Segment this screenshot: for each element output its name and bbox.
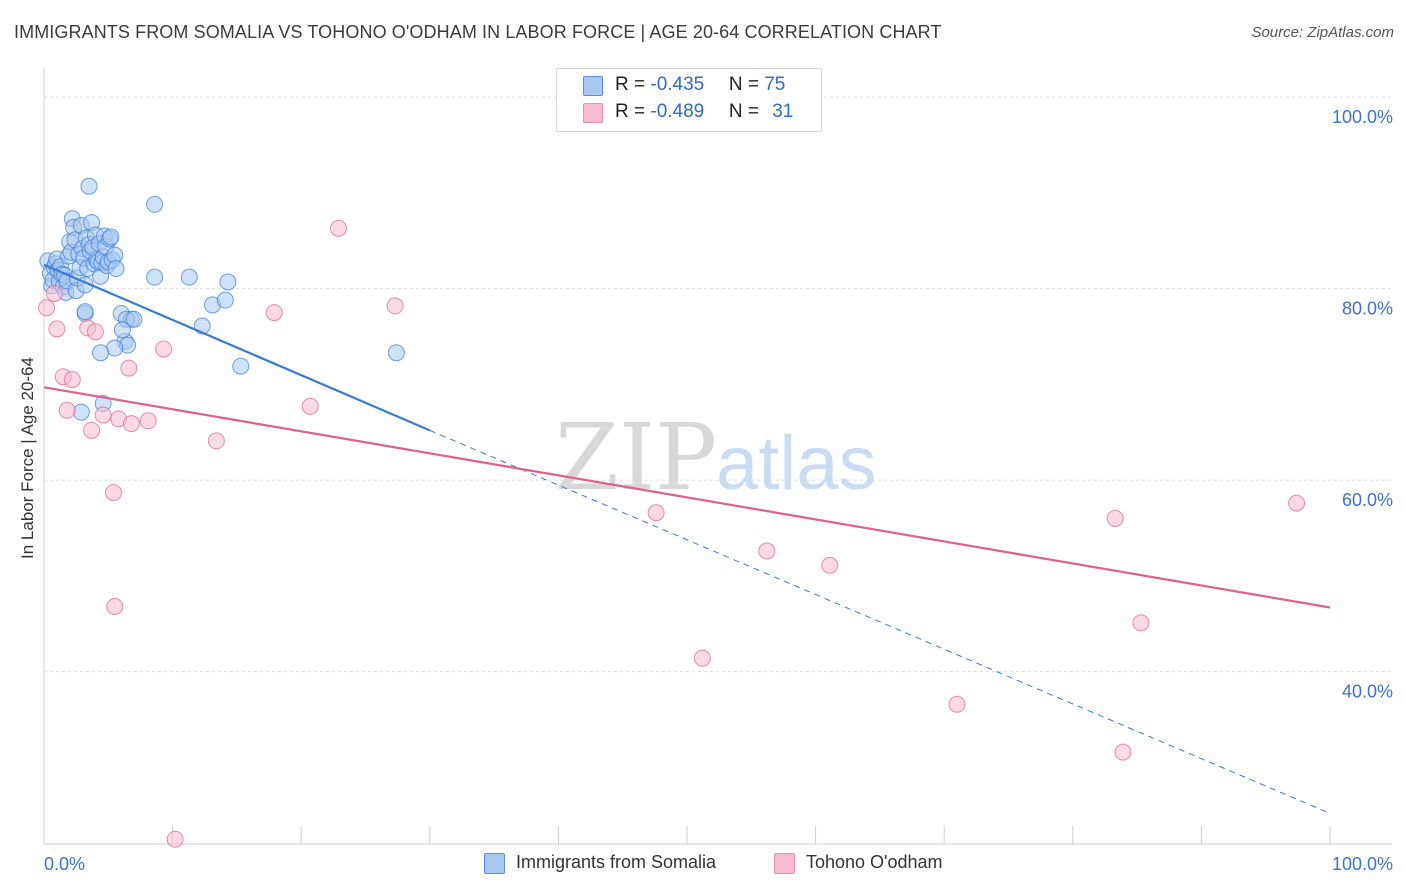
data-points bbox=[38, 177, 1306, 848]
somalia-point bbox=[76, 303, 94, 321]
somalia-point bbox=[219, 273, 237, 291]
tohono-point bbox=[58, 401, 76, 419]
tohono-point bbox=[122, 415, 140, 433]
somalia-legend-swatch bbox=[484, 853, 505, 874]
tohono-point bbox=[94, 406, 112, 424]
somalia-point bbox=[146, 268, 164, 286]
r-value: -0.435 bbox=[650, 74, 705, 95]
tohono-point bbox=[166, 830, 184, 848]
somalia-point bbox=[180, 268, 198, 286]
watermark-zip: ZIP bbox=[555, 404, 717, 511]
tohono-point bbox=[1114, 743, 1132, 761]
tohono-point bbox=[647, 504, 665, 522]
tohono-point bbox=[301, 397, 319, 415]
tohono-point bbox=[83, 421, 101, 439]
tohono-swatch bbox=[583, 103, 603, 123]
y-tick-label: 40.0% bbox=[1342, 682, 1393, 702]
x-tick-label: 100.0% bbox=[1332, 854, 1393, 874]
tohono-point bbox=[1288, 494, 1306, 512]
tohono-point bbox=[758, 542, 776, 560]
r-value: -0.489 bbox=[650, 101, 705, 122]
tohono-point bbox=[207, 432, 225, 450]
tohono-point bbox=[155, 340, 173, 358]
tohono-point bbox=[86, 323, 104, 341]
somalia-trend-extension bbox=[429, 429, 1331, 814]
tohono-legend-label: Tohono O'odham bbox=[806, 852, 943, 872]
somalia-point bbox=[102, 228, 120, 246]
tohono-point bbox=[329, 219, 347, 237]
trend-lines bbox=[43, 263, 1331, 814]
source-label: Source: ZipAtlas.com bbox=[1251, 24, 1394, 41]
y-tick-label: 100.0% bbox=[1332, 107, 1393, 127]
n-value: 31 bbox=[772, 101, 794, 122]
n-label: N = bbox=[728, 74, 765, 95]
tohono-point bbox=[693, 649, 711, 667]
somalia-trend-line bbox=[43, 263, 431, 432]
watermark: ZIP atlas bbox=[555, 404, 877, 511]
tohono-point bbox=[48, 320, 66, 338]
somalia-point bbox=[80, 177, 98, 195]
tohono-point bbox=[821, 556, 839, 574]
tohono-point bbox=[106, 598, 124, 616]
somalia-point bbox=[125, 310, 143, 328]
somalia-point bbox=[387, 344, 405, 362]
chart-title: IMMIGRANTS FROM SOMALIA VS TOHONO O'ODHA… bbox=[14, 22, 942, 42]
somalia-point bbox=[106, 339, 124, 357]
somalia-point bbox=[92, 344, 110, 362]
tohono-point bbox=[1132, 614, 1150, 632]
stats-legend: R = -0.435 N = 75 R = -0.489 N = 31 bbox=[556, 68, 822, 132]
y-tick-label: 80.0% bbox=[1342, 299, 1393, 319]
r-label: R = bbox=[615, 101, 651, 122]
gridlines bbox=[44, 96, 1392, 673]
somalia-point bbox=[146, 195, 164, 213]
x-tick-label: 0.0% bbox=[44, 854, 85, 874]
tohono-point bbox=[120, 359, 138, 377]
watermark-atlas: atlas bbox=[716, 421, 877, 506]
somalia-point bbox=[216, 291, 234, 309]
y-axis-label: In Labor Force | Age 20-64 bbox=[18, 357, 37, 559]
tohono-point bbox=[1106, 509, 1124, 527]
tohono-point bbox=[265, 304, 283, 322]
r-label: R = bbox=[615, 74, 651, 95]
somalia-swatch bbox=[583, 76, 603, 96]
tohono-point bbox=[45, 284, 63, 302]
tohono-trend-line bbox=[43, 386, 1331, 609]
somalia-legend-label: Immigrants from Somalia bbox=[516, 852, 717, 872]
tohono-point bbox=[948, 695, 966, 713]
tohono-point bbox=[104, 484, 122, 502]
tohono-point bbox=[38, 299, 56, 317]
tick-labels: 100.0% 80.0% 60.0% 40.0% 0.0% 100.0% bbox=[44, 107, 1393, 874]
somalia-point bbox=[232, 357, 250, 375]
tohono-point bbox=[139, 412, 157, 430]
n-value: 75 bbox=[764, 74, 786, 95]
tohono-point bbox=[63, 371, 81, 389]
y-tick-label: 60.0% bbox=[1342, 490, 1393, 510]
tohono-legend-swatch bbox=[774, 853, 795, 874]
tohono-point bbox=[386, 297, 404, 315]
somalia-point bbox=[107, 260, 125, 278]
n-label: N = bbox=[728, 101, 765, 122]
somalia-point bbox=[113, 321, 131, 339]
somalia-point bbox=[72, 403, 90, 421]
